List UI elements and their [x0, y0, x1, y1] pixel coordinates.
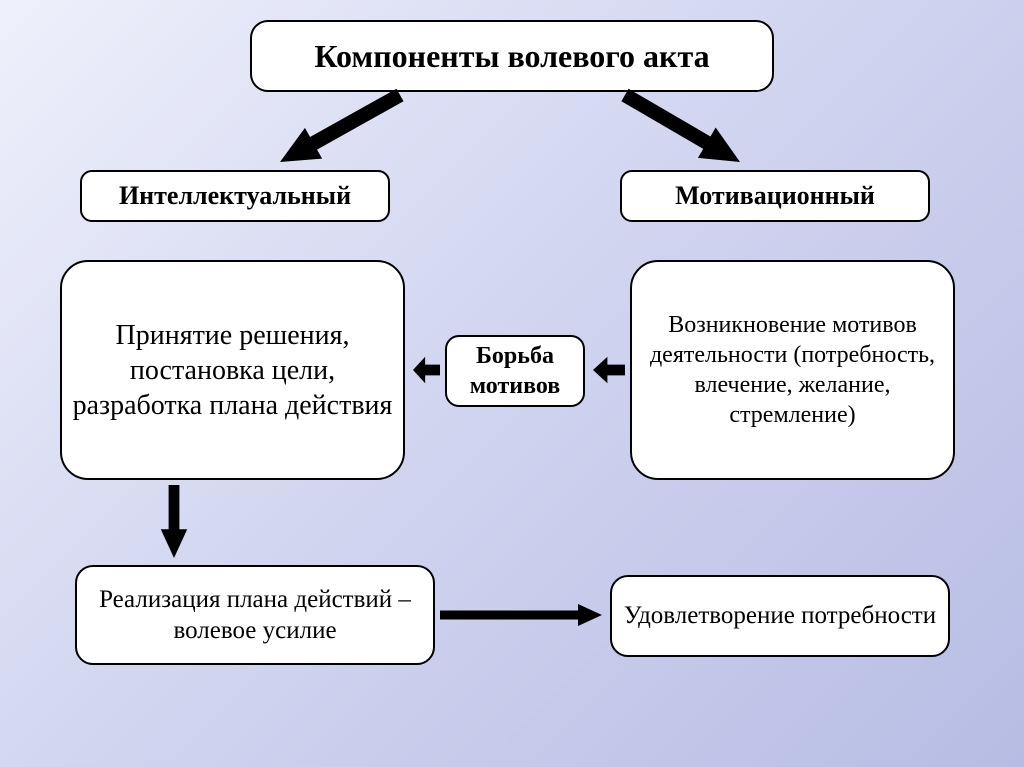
- node-decision: Принятие решения, постановка цели, разра…: [60, 260, 405, 480]
- arrow: [621, 89, 740, 162]
- arrow: [440, 604, 602, 626]
- arrow: [413, 357, 440, 383]
- node-struggle-text: Борьба мотивов: [457, 341, 573, 401]
- node-motivational-text: Мотивационный: [675, 180, 875, 213]
- node-satisfaction: Удовлетворение потребности: [610, 575, 950, 657]
- arrow: [280, 89, 404, 162]
- node-realization: Реализация плана действий – волевое усил…: [75, 565, 435, 665]
- node-title: Компоненты волевого акта: [250, 20, 774, 92]
- node-motivational: Мотивационный: [620, 170, 930, 222]
- node-title-text: Компоненты волевого акта: [314, 36, 709, 76]
- node-motives: Возникновение мотивов деятельности (потр…: [630, 260, 955, 480]
- node-decision-text: Принятие решения, постановка цели, разра…: [72, 318, 393, 423]
- node-intellectual: Интеллектуальный: [80, 170, 390, 222]
- arrow: [161, 485, 187, 558]
- node-satisfaction-text: Удовлетворение потребности: [624, 600, 936, 631]
- node-struggle: Борьба мотивов: [445, 335, 585, 407]
- node-realization-text: Реализация плана действий – волевое усил…: [87, 584, 423, 647]
- node-intellectual-text: Интеллектуальный: [119, 180, 351, 213]
- node-motives-text: Возникновение мотивов деятельности (потр…: [642, 310, 943, 430]
- arrow: [593, 357, 625, 383]
